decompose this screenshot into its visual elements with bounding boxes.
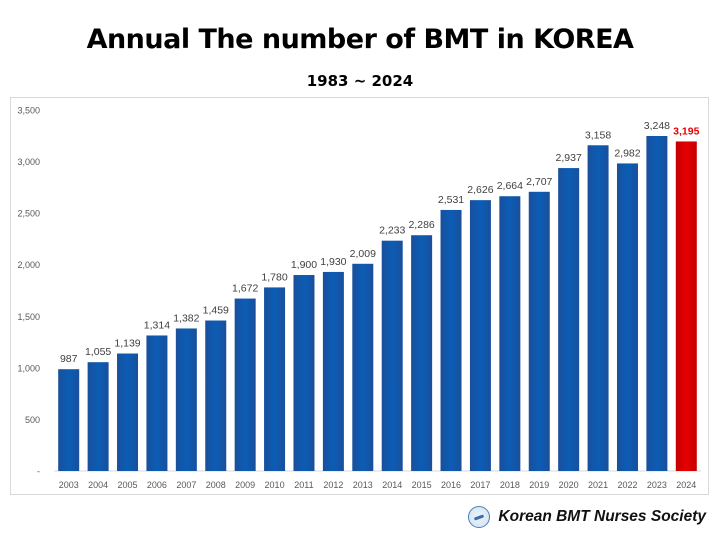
- footer: Korean BMT Nurses Society: [468, 504, 706, 530]
- x-tick-label: 2010: [265, 480, 285, 490]
- y-tick-label: 1,500: [17, 312, 40, 322]
- bar-value-label: 1,139: [114, 338, 140, 350]
- bar-value-label: 1,672: [232, 283, 258, 295]
- bar-value-label: 3,248: [644, 120, 670, 132]
- bar: [646, 135, 668, 471]
- y-tick-label: 1,000: [17, 363, 40, 373]
- society-logo-icon: [468, 506, 491, 528]
- bar: [381, 240, 403, 471]
- chart-title: Annual The number of BMT in KOREA: [86, 24, 634, 55]
- x-tick-label: 2006: [147, 480, 167, 490]
- chart-frame: - 500 1,000 1,500 2,000 2,500 3,000 3,500 987 200…: [10, 97, 709, 495]
- bar-value-label: 1,382: [173, 312, 199, 324]
- bar: [411, 235, 433, 471]
- bar-value-label: 1,930: [320, 256, 346, 268]
- x-tick-label: 2019: [529, 480, 549, 490]
- x-tick-label: 2012: [323, 480, 343, 490]
- bar: [87, 362, 109, 471]
- bar: [616, 163, 638, 471]
- y-tick-label: -: [37, 467, 40, 477]
- chart-subtitle: 1983 ~ 2024: [306, 72, 414, 90]
- bar-value-label: 2,664: [497, 180, 523, 192]
- bar-value-label: 1,055: [85, 346, 111, 358]
- x-tick-label: 2009: [235, 480, 255, 490]
- bar: [234, 298, 256, 471]
- bar-value-label: 2,937: [556, 152, 582, 164]
- highlight-bar: [675, 141, 697, 472]
- footer-text: Korean BMT Nurses Society: [498, 508, 706, 525]
- bar: [558, 168, 580, 471]
- x-tick-label: 2003: [59, 480, 79, 490]
- bar: [175, 328, 197, 471]
- x-tick-label: 2008: [206, 480, 226, 490]
- x-tick-label: 2007: [176, 480, 196, 490]
- bar-value-label: 2,707: [526, 176, 552, 188]
- bar-value-label: 2,982: [614, 147, 640, 159]
- x-tick-label: 2023: [647, 480, 667, 490]
- y-tick-label: 3,000: [17, 157, 40, 167]
- bar: [469, 200, 491, 471]
- bar: [117, 353, 139, 471]
- bar-chart: - 500 1,000 1,500 2,000 2,500 3,000 3,500 987 200…: [17, 106, 701, 490]
- x-tick-label: 2018: [500, 480, 520, 490]
- bar-value-label: 3,158: [585, 129, 611, 141]
- bar-value-label: 2,233: [379, 225, 405, 237]
- bar-value-label: 987: [60, 353, 78, 365]
- x-tick-label: 2011: [294, 480, 313, 490]
- bar-value-label: 3,195: [673, 125, 699, 137]
- bar-value-label: 1,314: [144, 319, 170, 331]
- x-tick-label: 2020: [559, 480, 579, 490]
- x-tick-label: 2004: [88, 480, 108, 490]
- x-tick-label: 2022: [617, 480, 637, 490]
- y-tick-label: 500: [25, 415, 40, 425]
- x-tick-label: 2005: [118, 480, 138, 490]
- y-tick-label: 2,500: [17, 209, 40, 219]
- y-tick-label: 2,000: [17, 260, 40, 270]
- bar-value-label: 2,626: [467, 184, 493, 196]
- bar-value-label: 2,531: [438, 194, 464, 206]
- bar: [146, 335, 168, 471]
- x-tick-label: 2013: [353, 480, 373, 490]
- bar-value-label: 2,009: [350, 248, 376, 260]
- x-tick-label: 2017: [470, 480, 490, 490]
- bar: [440, 209, 462, 471]
- bar: [205, 320, 227, 471]
- x-tick-label: 2014: [382, 480, 402, 490]
- bar: [499, 196, 521, 472]
- bar: [352, 263, 374, 471]
- bar: [322, 271, 344, 471]
- bar: [293, 275, 315, 471]
- bar-value-label: 2,286: [408, 219, 434, 231]
- bar-value-label: 1,900: [291, 259, 317, 271]
- bar: [587, 145, 609, 472]
- bar: [528, 191, 550, 471]
- bar-value-label: 1,459: [203, 305, 229, 317]
- y-tick-label: 3,500: [17, 106, 40, 116]
- x-tick-label: 2016: [441, 480, 461, 490]
- x-tick-label: 2024: [676, 480, 696, 490]
- bar-value-label: 1,780: [261, 271, 287, 283]
- x-tick-label: 2021: [588, 480, 608, 490]
- x-tick-label: 2015: [412, 480, 432, 490]
- bar: [58, 369, 80, 471]
- bar: [264, 287, 286, 471]
